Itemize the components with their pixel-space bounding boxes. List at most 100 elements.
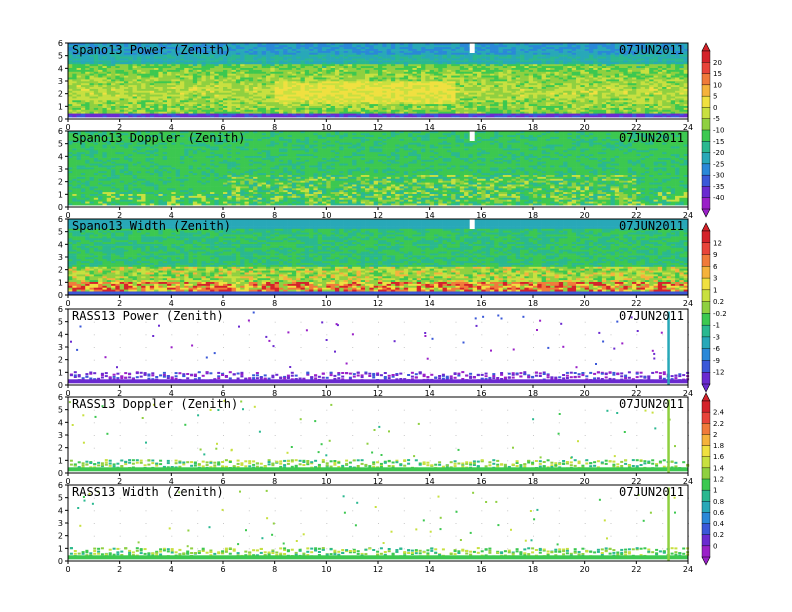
heatmap-cell: [326, 71, 331, 74]
heatmap-cell: [382, 105, 387, 108]
heatmap-cell: [304, 67, 310, 70]
heatmap-cell: [123, 67, 129, 70]
heatmap-cell: [507, 44, 512, 48]
heatmap-cell: [227, 115, 232, 118]
heatmap-cell: [438, 56, 443, 59]
heatmap-cell: [614, 103, 620, 106]
heatmap-cell: [442, 52, 448, 55]
heatmap-cell: [446, 100, 452, 103]
heatmap-cell: [283, 107, 288, 110]
heatmap-cell: [76, 82, 82, 86]
heatmap-cell: [520, 54, 525, 57]
heatmap-cell: [162, 43, 168, 46]
heatmap-cell: [154, 101, 159, 105]
heatmap-cell: [171, 50, 176, 53]
heatmap-cell: [533, 79, 538, 82]
heatmap-cell: [197, 109, 202, 112]
heatmap-cell: [283, 115, 288, 118]
heatmap-cell: [369, 63, 374, 67]
heatmap-cell: [98, 48, 103, 51]
heatmap-cell: [278, 69, 284, 72]
heatmap-cell: [257, 88, 263, 91]
heatmap-cell: [425, 50, 430, 53]
heatmap-cell: [179, 50, 185, 53]
heatmap-cell: [425, 43, 430, 46]
heatmap-cell: [459, 111, 465, 114]
heatmap-cell: [93, 81, 99, 84]
heatmap-cell: [76, 111, 82, 114]
heatmap-cell: [89, 73, 95, 76]
heatmap-cell: [464, 101, 469, 105]
heatmap-cell: [322, 60, 327, 63]
heatmap-cell: [253, 105, 258, 108]
heatmap-cell: [416, 48, 422, 51]
heatmap-cell: [205, 100, 211, 103]
heatmap-cell: [537, 94, 542, 97]
heatmap-cell: [119, 63, 125, 67]
heatmap-cell: [244, 96, 250, 99]
heatmap-cell: [339, 43, 344, 46]
heatmap-cell: [261, 71, 267, 74]
heatmap-cell: [248, 65, 254, 68]
heatmap-cell: [98, 90, 103, 93]
heatmap-cell: [98, 54, 103, 57]
heatmap-cell: [408, 75, 413, 78]
heatmap-cell: [218, 92, 224, 95]
heatmap-cell: [378, 63, 383, 67]
heatmap-cell: [593, 92, 598, 95]
heatmap-cell: [201, 101, 207, 105]
heatmap-cell: [468, 62, 474, 65]
heatmap-cell: [425, 84, 430, 87]
heatmap-cell: [317, 77, 323, 80]
heatmap-cell: [373, 73, 379, 76]
heatmap-cell: [468, 65, 474, 68]
heatmap-cell: [515, 46, 521, 49]
heatmap-cell: [390, 94, 396, 97]
heatmap-cell: [291, 54, 297, 57]
heatmap-cell: [477, 46, 482, 49]
heatmap-cell: [98, 77, 103, 80]
heatmap-cell: [352, 96, 357, 99]
heatmap-cell: [115, 86, 120, 89]
heatmap-cell: [459, 58, 465, 61]
heatmap-cell: [253, 111, 258, 114]
heatmap-cell: [313, 69, 319, 72]
heatmap-cell: [545, 115, 551, 118]
heatmap-cell: [498, 107, 504, 110]
heatmap-cell: [106, 62, 112, 65]
heatmap-cell: [248, 46, 254, 49]
heatmap-cell: [261, 105, 267, 108]
heatmap-cell: [606, 58, 611, 61]
heatmap-cell: [175, 62, 181, 65]
heatmap-cell: [352, 52, 357, 55]
heatmap-cell: [352, 98, 357, 101]
heatmap-cell: [494, 98, 499, 101]
heatmap-cell: [382, 48, 387, 51]
heatmap-cell: [85, 115, 90, 118]
heatmap-cell: [192, 98, 198, 101]
heatmap-cell: [399, 105, 405, 108]
heatmap-cell: [76, 75, 82, 78]
heatmap-cell: [270, 113, 275, 116]
heatmap-cell: [326, 94, 331, 97]
heatmap-cell: [545, 92, 551, 95]
heatmap-cell: [524, 101, 529, 105]
heatmap-cell: [93, 46, 99, 49]
heatmap-cell: [515, 86, 521, 89]
heatmap-cell: [545, 90, 551, 93]
heatmap-cell: [507, 62, 512, 65]
heatmap-cell: [334, 81, 340, 84]
heatmap-cell: [85, 109, 90, 112]
heatmap-cell: [76, 101, 82, 105]
heatmap-cell: [240, 46, 245, 49]
heatmap-cell: [554, 65, 560, 68]
heatmap-cell: [167, 75, 172, 78]
heatmap-cell: [339, 67, 344, 70]
heatmap-cell: [477, 92, 482, 95]
heatmap-cell: [399, 65, 405, 68]
heatmap-cell: [188, 58, 194, 61]
heatmap-cell: [528, 109, 534, 112]
heatmap-cell: [545, 67, 551, 70]
heatmap-cell: [106, 71, 112, 74]
heatmap-cell: [145, 60, 151, 63]
